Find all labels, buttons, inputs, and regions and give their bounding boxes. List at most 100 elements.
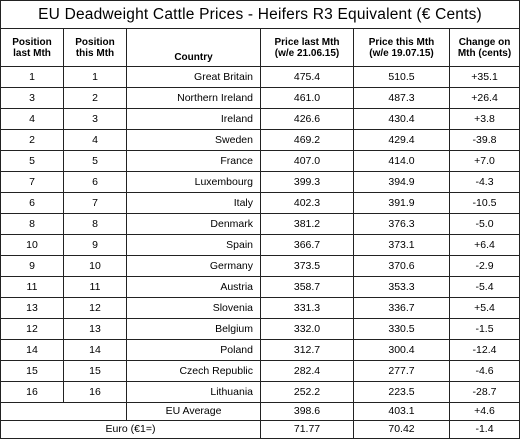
cell-change-on-month: +3.8 xyxy=(448,108,520,130)
cell-position-this-month: 8 xyxy=(63,213,127,235)
table-row: 1 1 Great Britain 475.4 510.5 +35.1 xyxy=(0,66,520,88)
cell-price-last-month: 366.7 xyxy=(260,234,354,256)
cell-country: France xyxy=(126,150,261,172)
cell-position-last-month: 16 xyxy=(0,381,64,403)
cell-price-last-month: 252.2 xyxy=(260,381,354,403)
header-price-this-month-line2: (w/e 19.07.15) xyxy=(369,47,434,59)
cell-change-on-month: -5.4 xyxy=(448,276,520,298)
table-row: 16 16 Lithuania 252.2 223.5 -28.7 xyxy=(0,381,520,403)
cell-price-last-month: 373.5 xyxy=(260,255,354,277)
cell-price-last-month: 358.7 xyxy=(260,276,354,298)
cell-position-last-month: 6 xyxy=(0,192,64,214)
cell-price-this-month: 300.4 xyxy=(353,339,450,361)
cell-price-this-month: 510.5 xyxy=(353,66,450,88)
cell-change-on-month: -5.0 xyxy=(448,213,520,235)
cell-change-on-month: -39.8 xyxy=(448,129,520,151)
cell-position-last-month: 14 xyxy=(0,339,64,361)
cell-position-last-month: 5 xyxy=(0,150,64,172)
table-row: 12 13 Belgium 332.0 330.5 -1.5 xyxy=(0,318,520,340)
header-country: Country xyxy=(126,28,261,67)
eu-average-empty-cell xyxy=(0,402,64,421)
table-row: 14 14 Poland 312.7 300.4 -12.4 xyxy=(0,339,520,361)
cell-country: Spain xyxy=(126,234,261,256)
cell-change-on-month: -1.5 xyxy=(448,318,520,340)
cell-position-last-month: 15 xyxy=(0,360,64,382)
cell-country: Czech Republic xyxy=(126,360,261,382)
cell-position-last-month: 8 xyxy=(0,213,64,235)
cell-position-last-month: 9 xyxy=(0,255,64,277)
eu-average-change: +4.6 xyxy=(448,402,520,421)
cell-change-on-month: -2.9 xyxy=(448,255,520,277)
cell-country: Germany xyxy=(126,255,261,277)
cell-price-this-month: 487.3 xyxy=(353,87,450,109)
cell-country: Belgium xyxy=(126,318,261,340)
cell-price-last-month: 381.2 xyxy=(260,213,354,235)
cell-position-this-month: 14 xyxy=(63,339,127,361)
cell-price-this-month: 394.9 xyxy=(353,171,450,193)
table-body: 1 1 Great Britain 475.4 510.5 +35.1 3 2 Northern… xyxy=(0,66,520,403)
cell-position-last-month: 7 xyxy=(0,171,64,193)
cell-country: Denmark xyxy=(126,213,261,235)
euro-rate-price-last: 71.77 xyxy=(260,420,354,439)
cell-position-last-month: 3 xyxy=(0,87,64,109)
cell-change-on-month: +26.4 xyxy=(448,87,520,109)
cell-position-this-month: 10 xyxy=(63,255,127,277)
cell-price-last-month: 402.3 xyxy=(260,192,354,214)
header-position-last-month-line1: Position xyxy=(12,36,52,48)
cell-change-on-month: +7.0 xyxy=(448,150,520,172)
cell-country: Italy xyxy=(126,192,261,214)
cell-position-this-month: 11 xyxy=(63,276,127,298)
cell-change-on-month: -4.3 xyxy=(448,171,520,193)
cell-price-last-month: 399.3 xyxy=(260,171,354,193)
table-row: 2 4 Sweden 469.2 429.4 -39.8 xyxy=(0,129,520,151)
table-row: 15 15 Czech Republic 282.4 277.7 -4.6 xyxy=(0,360,520,382)
cell-price-this-month: 373.1 xyxy=(353,234,450,256)
cell-country: Lithuania xyxy=(126,381,261,403)
cell-change-on-month: -4.6 xyxy=(448,360,520,382)
table-row: 13 12 Slovenia 331.3 336.7 +5.4 xyxy=(0,297,520,319)
table-row: 9 10 Germany 373.5 370.6 -2.9 xyxy=(0,255,520,277)
cell-country: Ireland xyxy=(126,108,261,130)
cell-position-this-month: 16 xyxy=(63,381,127,403)
cell-position-last-month: 13 xyxy=(0,297,64,319)
cell-position-last-month: 11 xyxy=(0,276,64,298)
cell-position-this-month: 12 xyxy=(63,297,127,319)
cell-change-on-month: -12.4 xyxy=(448,339,520,361)
cell-country: Austria xyxy=(126,276,261,298)
cell-price-last-month: 461.0 xyxy=(260,87,354,109)
table-row: 7 6 Luxembourg 399.3 394.9 -4.3 xyxy=(0,171,520,193)
eu-average-price-this: 403.1 xyxy=(353,402,450,421)
cell-change-on-month: +6.4 xyxy=(448,234,520,256)
cell-change-on-month: +35.1 xyxy=(448,66,520,88)
cell-position-this-month: 15 xyxy=(63,360,127,382)
cell-country: Poland xyxy=(126,339,261,361)
cell-position-this-month: 13 xyxy=(63,318,127,340)
header-position-last-month: Position last Mth xyxy=(0,28,64,67)
cell-country: Luxembourg xyxy=(126,171,261,193)
table-row: 5 5 France 407.0 414.0 +7.0 xyxy=(0,150,520,172)
header-price-last-month: Price last Mth (w/e 21.06.15) xyxy=(260,28,354,67)
cell-position-last-month: 10 xyxy=(0,234,64,256)
header-position-this-month-line1: Position xyxy=(75,36,115,48)
cell-position-this-month: 4 xyxy=(63,129,127,151)
cell-price-this-month: 391.9 xyxy=(353,192,450,214)
header-price-this-month: Price this Mth (w/e 19.07.15) xyxy=(353,28,450,67)
cell-price-this-month: 430.4 xyxy=(353,108,450,130)
cell-price-last-month: 332.0 xyxy=(260,318,354,340)
cell-price-last-month: 282.4 xyxy=(260,360,354,382)
table-title: EU Deadweight Cattle Prices - Heifers R3… xyxy=(0,0,520,29)
cell-price-this-month: 353.3 xyxy=(353,276,450,298)
cell-position-last-month: 2 xyxy=(0,129,64,151)
cell-change-on-month: -28.7 xyxy=(448,381,520,403)
cell-price-last-month: 312.7 xyxy=(260,339,354,361)
header-change-on-month-line2: Mth (cents) xyxy=(457,47,512,59)
header-row: Position last Mth Position this Mth Coun… xyxy=(0,28,520,67)
eu-average-empty-cell xyxy=(63,402,127,421)
table-row: 4 3 Ireland 426.6 430.4 +3.8 xyxy=(0,108,520,130)
cell-price-this-month: 330.5 xyxy=(353,318,450,340)
cell-price-last-month: 469.2 xyxy=(260,129,354,151)
eu-average-row: EU Average 398.6 403.1 +4.6 xyxy=(0,402,520,421)
cell-position-this-month: 9 xyxy=(63,234,127,256)
table-row: 6 7 Italy 402.3 391.9 -10.5 xyxy=(0,192,520,214)
